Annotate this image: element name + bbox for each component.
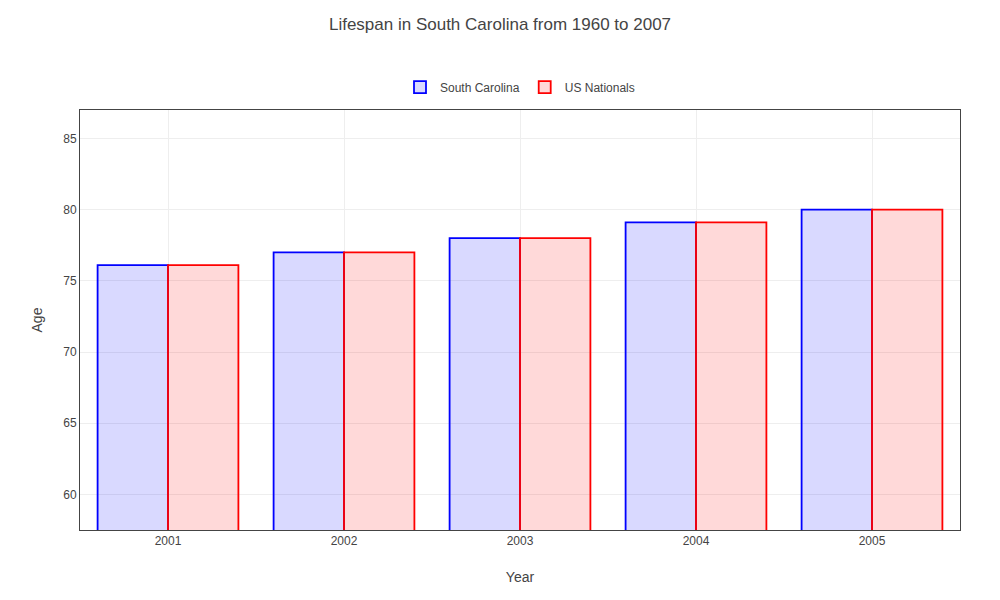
svg-text:2005: 2005 <box>859 534 886 548</box>
svg-text:85: 85 <box>63 132 77 146</box>
svg-text:Age: Age <box>29 307 45 332</box>
svg-text:2002: 2002 <box>331 534 358 548</box>
svg-text:60: 60 <box>63 488 77 502</box>
svg-text:US Nationals: US Nationals <box>565 81 635 95</box>
svg-text:70: 70 <box>63 345 77 359</box>
svg-text:2003: 2003 <box>507 534 534 548</box>
svg-text:65: 65 <box>63 416 77 430</box>
svg-text:South Carolina: South Carolina <box>440 81 520 95</box>
svg-text:75: 75 <box>63 274 77 288</box>
svg-text:2001: 2001 <box>155 534 182 548</box>
svg-text:Lifespan in South Carolina fro: Lifespan in South Carolina from 1960 to … <box>329 15 671 34</box>
svg-text:80: 80 <box>63 203 77 217</box>
svg-text:2004: 2004 <box>683 534 710 548</box>
svg-text:Year: Year <box>506 569 535 585</box>
